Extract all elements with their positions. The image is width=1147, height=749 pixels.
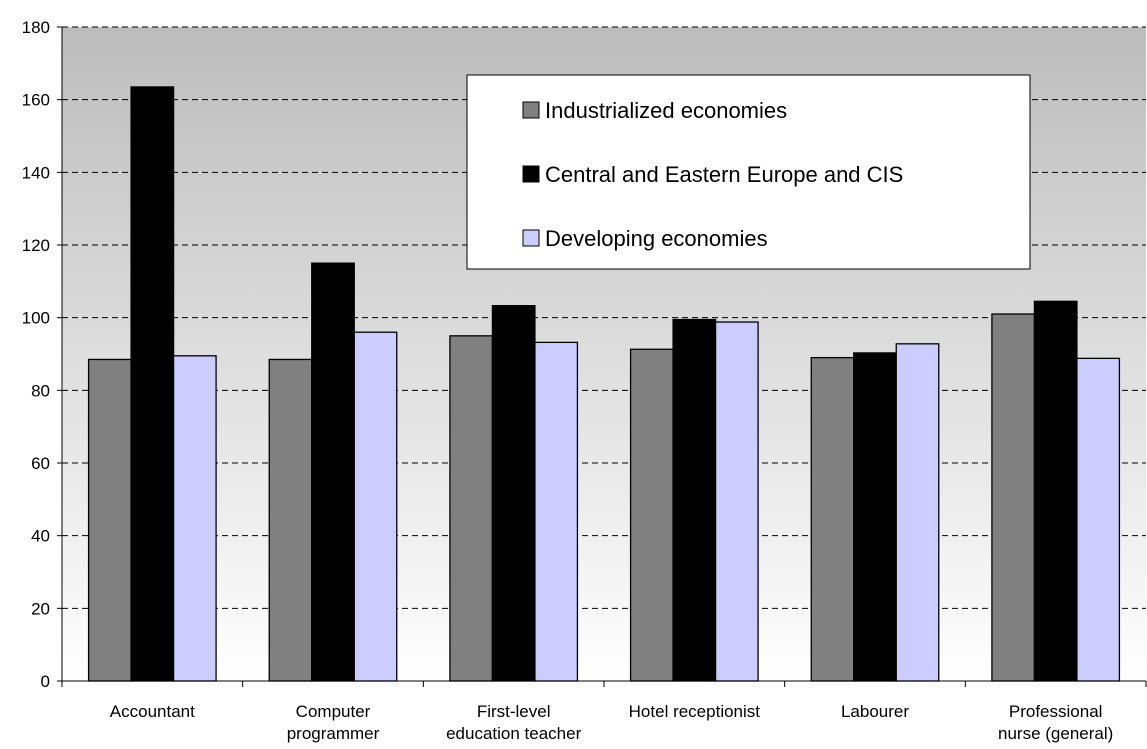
x-tick-label: Labourer	[841, 702, 909, 721]
y-tick-label: 140	[22, 163, 50, 182]
x-tick-label: nurse (general)	[998, 724, 1113, 743]
bar	[629, 348, 674, 682]
bar	[491, 305, 536, 682]
bar	[1033, 300, 1078, 682]
y-tick-label: 60	[31, 454, 50, 473]
bar	[672, 318, 717, 682]
x-tick-label: programmer	[287, 724, 380, 743]
y-tick-label: 20	[31, 599, 50, 618]
bar	[172, 355, 217, 682]
bar	[268, 358, 313, 682]
y-tick-label: 0	[41, 672, 50, 691]
bar	[895, 343, 940, 682]
x-tick-label: Hotel receptionist	[629, 702, 761, 721]
legend-swatch	[522, 165, 540, 183]
legend-box	[466, 74, 1031, 270]
legend-label: Developing economies	[545, 226, 768, 251]
bar	[353, 331, 398, 682]
x-tick-label: Accountant	[110, 702, 195, 721]
x-tick-label: Professional	[1009, 702, 1103, 721]
x-tick-label: education teacher	[446, 724, 581, 743]
bar	[810, 356, 855, 682]
x-tick-label: Computer	[296, 702, 371, 721]
y-tick-label: 40	[31, 527, 50, 546]
bar	[1076, 357, 1121, 682]
legend-label: Central and Eastern Europe and CIS	[545, 162, 903, 187]
bar	[534, 341, 579, 682]
legend-label: Industrialized economies	[545, 98, 787, 123]
legend-swatch	[522, 101, 540, 119]
bar	[87, 358, 132, 682]
y-tick-label: 180	[22, 18, 50, 37]
bar	[853, 352, 897, 682]
legend-swatch	[522, 229, 540, 247]
y-tick-label: 100	[22, 309, 50, 328]
y-tick-label: 80	[31, 381, 50, 400]
bar	[449, 335, 494, 682]
y-tick-label: 120	[22, 236, 50, 255]
x-tick-label: First-level	[477, 702, 551, 721]
bar	[991, 313, 1036, 682]
bar	[311, 262, 355, 682]
bar	[714, 321, 759, 682]
y-tick-label: 160	[22, 91, 50, 110]
bar	[130, 86, 175, 682]
